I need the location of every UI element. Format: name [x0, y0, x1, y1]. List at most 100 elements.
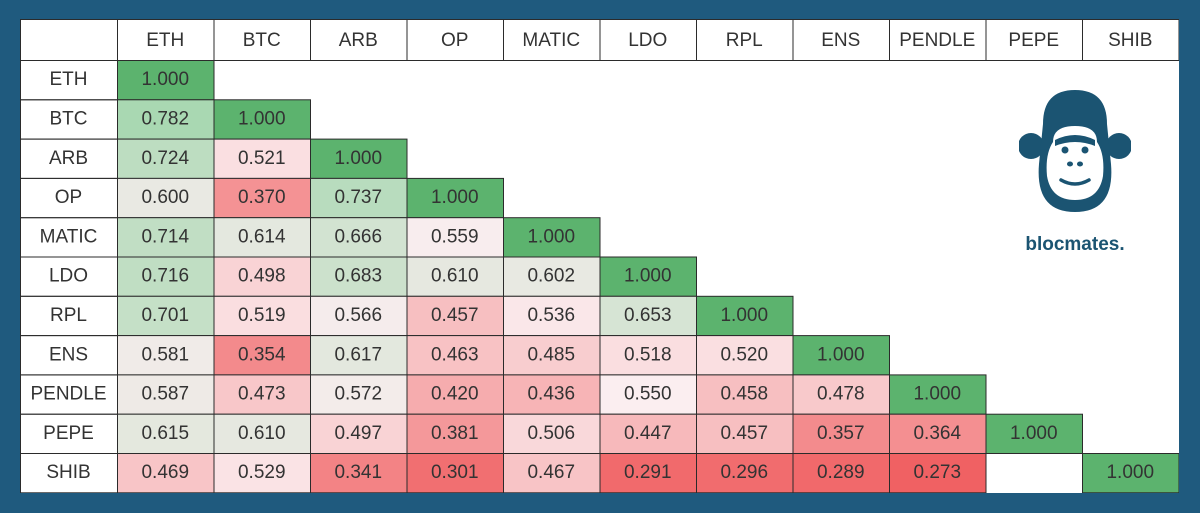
- heatmap-cell-shib-rpl: [696, 453, 794, 493]
- heatmap-cell-pendle-arb: [310, 374, 408, 415]
- correlation-matrix-panel: ETH BTC ARB OP MATIC LDO RPL ENS PENDLE PEPE SHIB E…: [20, 19, 1179, 493]
- cell-label-btc-eth: 0.782: [141, 108, 189, 129]
- column-header-rpl: RPL: [726, 30, 763, 51]
- cell-label-shib-ldo: 0.291: [624, 462, 672, 483]
- cell-label-shib-eth: 0.469: [141, 462, 189, 483]
- cell-label-ldo-arb: 0.683: [334, 266, 382, 287]
- column-header-ens: ENS: [821, 30, 860, 51]
- cell-label-pepe-rpl: 0.457: [720, 423, 768, 444]
- heatmap-cell-ens-matic: [503, 335, 601, 376]
- heatmap-cell-rpl-btc: [213, 295, 311, 337]
- cell-label-shib-matic: 0.467: [527, 462, 575, 483]
- heatmap-cell-pepe-ldo: [599, 413, 697, 455]
- cell-label-rpl-arb: 0.566: [334, 305, 382, 326]
- cell-label-pepe-ldo: 0.447: [624, 423, 672, 444]
- heatmap-cell-rpl-matic: [503, 295, 601, 337]
- cell-label-op-arb: 0.737: [334, 187, 382, 208]
- heatmap-cell-pepe-arb: [310, 413, 408, 455]
- cell-label-shib-arb: 0.341: [334, 462, 382, 483]
- cell-label-pendle-pendle: 1.000: [913, 384, 961, 405]
- heatmap-cell-shib-op: [406, 453, 504, 493]
- cell-label-matic-op: 0.559: [431, 226, 479, 247]
- cell-label-shib-ens: 0.289: [817, 462, 865, 483]
- cell-label-arb-eth: 0.724: [141, 148, 189, 169]
- cell-label-pendle-op: 0.420: [431, 384, 479, 405]
- cell-label-op-btc: 0.370: [238, 187, 286, 208]
- cell-label-pendle-matic: 0.436: [527, 384, 575, 405]
- heatmap-cell-pepe-matic: [503, 413, 601, 455]
- cell-label-pepe-ens: 0.357: [817, 423, 865, 444]
- heatmap-cell-matic-op: [406, 217, 504, 258]
- cell-label-shib-rpl: 0.296: [720, 462, 768, 483]
- row-header-pendle: PENDLE: [30, 384, 106, 405]
- column-header-shib: SHIB: [1108, 30, 1152, 51]
- heatmap-cell-rpl-eth: [117, 295, 215, 337]
- cell-label-ens-ens: 1.000: [817, 344, 865, 365]
- cell-label-matic-matic: 1.000: [527, 226, 575, 247]
- cell-label-pendle-ldo: 0.550: [624, 384, 672, 405]
- row-header-shib: SHIB: [46, 462, 90, 483]
- heatmap-cell-pepe-pendle: [889, 413, 987, 455]
- cell-label-matic-arb: 0.666: [334, 226, 382, 247]
- cell-label-matic-eth: 0.714: [141, 226, 189, 247]
- heatmap-cell-ens-eth: [117, 335, 215, 376]
- column-header-arb: ARB: [339, 30, 378, 51]
- heatmap-cell-shib-btc: [213, 453, 311, 493]
- cell-label-ens-op: 0.463: [431, 344, 479, 365]
- cell-label-ldo-btc: 0.498: [238, 266, 286, 287]
- heatmap-cell-op-op: [406, 177, 504, 219]
- row-header-op: OP: [55, 187, 82, 208]
- heatmap-cell-ldo-op: [406, 256, 504, 297]
- cell-label-matic-btc: 0.614: [238, 226, 286, 247]
- heatmap-cell-shib-arb: [310, 453, 408, 493]
- cell-label-eth-eth: 1.000: [141, 69, 189, 90]
- heatmap-cell-matic-eth: [117, 217, 215, 258]
- row-header-ens: ENS: [49, 344, 88, 365]
- heatmap-cell-rpl-rpl: [696, 295, 794, 337]
- cell-label-ens-matic: 0.485: [527, 344, 575, 365]
- cell-label-op-eth: 0.600: [141, 187, 189, 208]
- row-header-arb: ARB: [49, 148, 88, 169]
- heatmap-cell-ens-ldo: [599, 335, 697, 376]
- cell-label-op-op: 1.000: [431, 187, 479, 208]
- column-header-pendle: PENDLE: [899, 30, 975, 51]
- cell-label-ens-ldo: 0.518: [624, 344, 672, 365]
- heatmap-cell-shib-ens: [792, 453, 890, 493]
- cell-label-pepe-matic: 0.506: [527, 423, 575, 444]
- heatmap-cell-rpl-arb: [310, 295, 408, 337]
- cell-label-pendle-arb: 0.572: [334, 384, 382, 405]
- cell-label-pepe-btc: 0.610: [238, 423, 286, 444]
- cell-label-pepe-eth: 0.615: [141, 423, 189, 444]
- column-header-matic: MATIC: [522, 30, 580, 51]
- heatmap-cell-ldo-matic: [503, 256, 601, 297]
- cell-label-ens-rpl: 0.520: [720, 344, 768, 365]
- cell-label-ens-eth: 0.581: [141, 344, 189, 365]
- cell-label-ldo-eth: 0.716: [141, 266, 189, 287]
- heatmap-cell-op-eth: [117, 177, 215, 219]
- column-header-eth: ETH: [146, 30, 184, 51]
- heatmap-cell-pepe-pepe: [985, 413, 1083, 455]
- cell-label-shib-shib: 1.000: [1106, 462, 1154, 483]
- cell-label-ens-btc: 0.354: [238, 344, 286, 365]
- cell-label-ldo-op: 0.610: [431, 266, 479, 287]
- cell-label-pepe-arb: 0.497: [334, 423, 382, 444]
- cell-label-pendle-btc: 0.473: [238, 384, 286, 405]
- cell-label-rpl-rpl: 1.000: [720, 305, 768, 326]
- column-header-pepe: PEPE: [1008, 30, 1059, 51]
- heatmap-cell-shib-matic: [503, 453, 601, 493]
- cell-label-pepe-op: 0.381: [431, 423, 479, 444]
- heatmap-cell-shib-shib: [1082, 453, 1179, 493]
- cell-label-shib-pendle: 0.273: [913, 462, 961, 483]
- cell-label-shib-btc: 0.529: [238, 462, 286, 483]
- heatmap-cell-pendle-eth: [117, 374, 215, 415]
- column-header-op: OP: [441, 30, 468, 51]
- cell-label-ldo-ldo: 1.000: [624, 266, 672, 287]
- column-header-btc: BTC: [243, 30, 281, 51]
- correlation-heatmap: ETH BTC ARB OP MATIC LDO RPL ENS PENDLE PEPE SHIB E…: [20, 19, 1179, 493]
- cell-label-rpl-eth: 0.701: [141, 305, 189, 326]
- cell-label-pendle-ens: 0.478: [817, 384, 865, 405]
- heatmap-cell-pendle-btc: [213, 374, 311, 415]
- column-header-ldo: LDO: [628, 30, 667, 51]
- heatmap-cell-pendle-op: [406, 374, 504, 415]
- heatmap-cell-pendle-rpl: [696, 374, 794, 415]
